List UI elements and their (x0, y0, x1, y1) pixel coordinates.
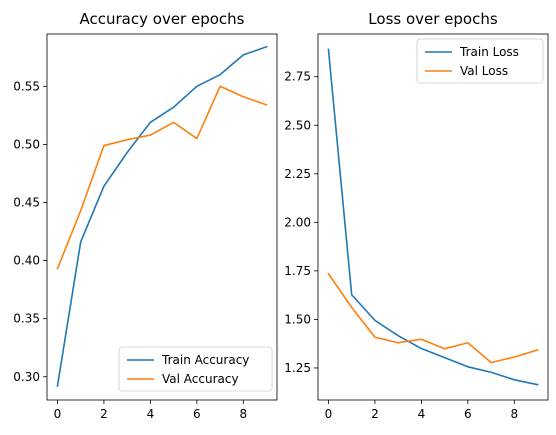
y-tick-label: 0.55 (13, 79, 40, 93)
legend-label: Val Loss (460, 64, 508, 78)
y-tick-label: 2.50 (284, 118, 311, 132)
x-tick-label: 6 (464, 407, 472, 421)
loss-chart: Loss over epochs 0 2 4 6 8 1.25 1.50 1.75 2.00 2.2… (284, 10, 549, 421)
series-line-train-accuracy (56, 45, 268, 387)
chart-title: Accuracy over epochs (80, 10, 245, 28)
legend-box (118, 346, 273, 392)
series-line-train-loss (327, 48, 539, 386)
x-tick-label: 6 (193, 407, 201, 421)
x-tick-label: 2 (100, 407, 108, 421)
legend: Train Accuracy Val Accuracy (118, 346, 273, 392)
x-tick-label: 0 (54, 407, 62, 421)
legend-label: Train Loss (459, 45, 519, 59)
plot-frame (46, 33, 278, 401)
x-tick-label: 4 (418, 407, 426, 421)
x-tick-label: 0 (325, 407, 333, 421)
legend-label: Train Accuracy (161, 353, 249, 367)
y-tick-label: 1.50 (284, 312, 311, 326)
series-line-val-accuracy (56, 85, 268, 270)
legend-box (416, 38, 544, 84)
chart-title: Loss over epochs (368, 10, 498, 28)
accuracy-chart: Accuracy over epochs 0 2 4 6 8 0.30 0.35 0.40 0.4… (13, 10, 278, 421)
y-tick-label: 2.25 (284, 167, 311, 181)
y-tick-label: 1.75 (284, 264, 311, 278)
series-line-val-loss (327, 272, 539, 364)
y-tick-label: 0.50 (13, 137, 40, 151)
y-tick-label: 0.35 (13, 312, 40, 326)
y-tick-label: 0.45 (13, 195, 40, 209)
legend-label: Val Accuracy (162, 372, 239, 386)
x-tick-label: 4 (147, 407, 155, 421)
x-tick-label: 8 (239, 407, 247, 421)
y-tick-label: 2.00 (284, 215, 311, 229)
plot-frame (317, 33, 549, 401)
x-tick-label: 2 (371, 407, 379, 421)
y-tick-label: 2.75 (284, 70, 311, 84)
y-tick-label: 0.30 (13, 370, 40, 384)
y-tick-label: 1.25 (284, 361, 311, 375)
x-tick-label: 8 (510, 407, 518, 421)
y-tick-label: 0.40 (13, 254, 40, 268)
legend: Train Loss Val Loss (416, 38, 544, 84)
